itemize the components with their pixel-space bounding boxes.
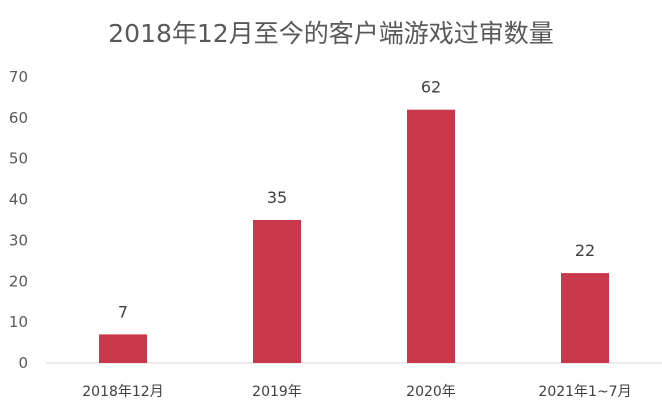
x-tick-label: 2019年: [252, 384, 302, 400]
y-tick-label: 0: [18, 354, 28, 372]
bar: [561, 273, 609, 363]
y-tick-label: 20: [9, 272, 28, 290]
x-tick-label: 2018年12月: [82, 384, 163, 400]
y-tick-label: 50: [9, 150, 28, 168]
y-tick-label: 40: [9, 191, 28, 209]
x-tick-label: 2020年: [406, 384, 456, 400]
data-label: 35: [267, 188, 287, 207]
data-label: 22: [575, 241, 595, 260]
y-tick-label: 10: [9, 313, 28, 331]
y-tick-label: 60: [9, 109, 28, 127]
bar: [253, 220, 301, 363]
y-tick-label: 70: [9, 68, 28, 86]
bar: [99, 334, 147, 363]
data-label: 62: [421, 78, 441, 97]
bar: [407, 109, 455, 363]
x-tick-label: 2021年1~7月: [538, 384, 631, 400]
y-tick-label: 30: [9, 231, 28, 249]
data-label: 7: [118, 302, 128, 321]
chart-title: 2018年12月至今的客户端游戏过审数量: [108, 19, 554, 48]
